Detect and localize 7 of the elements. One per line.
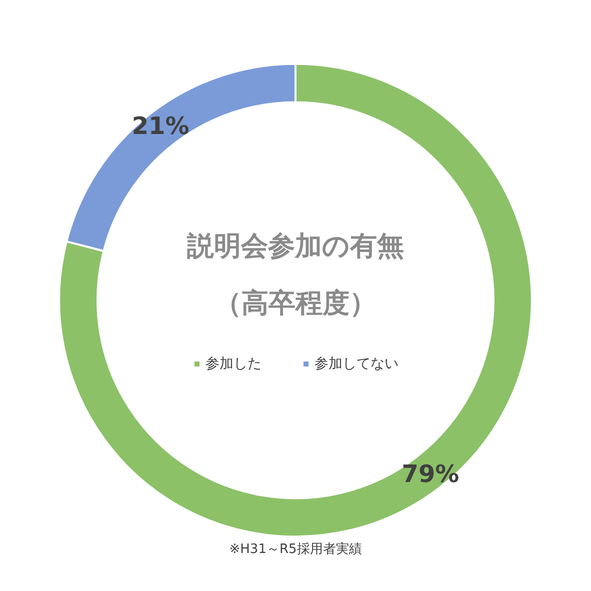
text: 説明会参加の有無 (186, 231, 404, 262)
data-label: 79% (402, 460, 460, 488)
legend-label: 参加してない (314, 356, 398, 372)
legend-label: 参加した (206, 356, 262, 372)
text: （高卒程度） (214, 288, 376, 319)
text: ※H31～R5採用者実績 (229, 541, 362, 557)
data-label: 21% (132, 112, 190, 140)
